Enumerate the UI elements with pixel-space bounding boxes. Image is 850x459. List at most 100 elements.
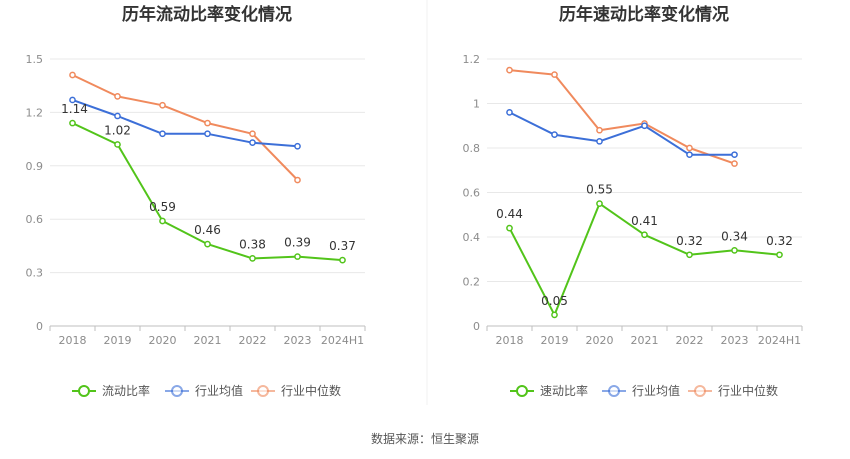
data-label: 0.41	[631, 214, 658, 228]
x-tick-label: 2020	[149, 334, 177, 347]
data-label: 0.32	[766, 234, 793, 248]
x-tick-label: 2019	[104, 334, 132, 347]
data-label: 0.44	[496, 207, 523, 221]
legend-label: 行业中位数	[718, 383, 778, 398]
data-label: 0.46	[194, 223, 221, 237]
data-label: 0.05	[541, 294, 568, 308]
series-point-2	[69, 96, 76, 104]
x-tick-label: 2021	[631, 334, 659, 347]
series-line-2	[509, 111, 735, 156]
series-point-3	[69, 71, 76, 79]
series-point-3	[249, 130, 256, 138]
series-point-2	[596, 137, 603, 145]
series-point-1	[69, 119, 76, 127]
series-point-1	[294, 253, 301, 260]
chart-2: 历年速动比率变化情况 0 0.2 0.4 0.6 0.8 1 1.2 2018 2019 2020 2…	[463, 4, 803, 398]
legend-swatch-marker	[257, 385, 269, 397]
series-point-1	[641, 231, 648, 239]
x-tick-label: 2023	[721, 334, 749, 347]
x-tick-label: 2018	[59, 334, 87, 347]
series-line-2	[72, 98, 298, 148]
series-point-1	[686, 251, 693, 259]
y-tick-label: 0.9	[26, 160, 44, 173]
series-point-1	[776, 251, 783, 259]
x-tick-label: 2021	[194, 334, 222, 347]
data-label: 1.14	[61, 102, 88, 116]
data-label: 1.02	[104, 123, 131, 137]
series-point-3	[506, 66, 513, 74]
series-point-3	[204, 119, 211, 127]
chart-1: 历年流动比率变化情况 0 0.3 0.6 0.9 1.2 1.5 2018 2019 2020 20…	[26, 4, 366, 398]
x-tick-label: 2022	[239, 334, 267, 347]
series-line-3	[509, 69, 735, 165]
y-tick-label: 0.2	[463, 276, 481, 289]
y-tick-label: 0	[36, 320, 43, 333]
series-point-1	[339, 256, 346, 264]
legend-item: 行业均值	[602, 383, 680, 398]
legend-label: 行业均值	[632, 383, 680, 398]
y-tick-label: 1.2	[26, 106, 44, 119]
series-point-3	[114, 93, 121, 100]
legend-label: 行业均值	[195, 383, 243, 398]
series-point-2	[641, 122, 648, 130]
series-point-2	[506, 109, 513, 116]
legend-item: 行业均值	[165, 383, 243, 398]
y-tick-label: 0	[473, 320, 480, 333]
series-point-1	[204, 240, 211, 248]
series-point-1	[159, 217, 166, 225]
x-tick-label: 2022	[676, 334, 704, 347]
legend-item: 速动比率	[510, 383, 588, 398]
data-label: 0.37	[329, 239, 356, 253]
series-line-3	[72, 74, 299, 181]
series-point-1	[114, 141, 121, 148]
series-point-3	[686, 144, 693, 152]
legend-label: 行业中位数	[281, 383, 341, 398]
series-point-1	[596, 200, 603, 207]
data-label: 0.34	[721, 229, 748, 243]
series-point-1	[249, 255, 256, 262]
series-point-1	[731, 247, 738, 254]
legend-label: 速动比率	[540, 383, 588, 398]
legend-item: 行业中位数	[688, 383, 778, 398]
data-label: 0.55	[586, 183, 613, 197]
legend-item: 行业中位数	[251, 383, 341, 398]
x-tick-label: 2019	[541, 334, 569, 347]
y-tick-label: 1.2	[463, 53, 481, 66]
series-point-3	[159, 101, 166, 109]
y-tick-label: 0.3	[26, 267, 44, 280]
series-point-2	[551, 131, 558, 138]
series-point-2	[159, 130, 166, 138]
source-note: 数据来源：恒生聚源	[371, 431, 479, 446]
y-tick-label: 0.4	[463, 231, 481, 244]
x-tick-label: 2024H1	[321, 334, 364, 347]
series-point-2	[114, 112, 121, 120]
data-label: 0.32	[676, 234, 703, 248]
legend-item: 流动比率	[72, 383, 150, 398]
series-point-3	[551, 71, 558, 78]
series-point-3	[731, 160, 738, 167]
series-point-3	[294, 176, 301, 184]
data-label: 0.39	[284, 236, 311, 250]
legend-swatch-marker	[608, 385, 620, 397]
y-tick-label: 0.8	[463, 142, 481, 155]
data-label: 0.59	[149, 200, 176, 214]
legend-swatch-marker	[78, 385, 90, 397]
series-point-2	[204, 130, 211, 138]
x-tick-label: 2018	[496, 334, 524, 347]
y-tick-label: 1.5	[26, 53, 44, 66]
x-tick-label: 2023	[284, 334, 312, 347]
y-tick-label: 0.6	[26, 213, 44, 226]
x-tick-label: 2024H1	[758, 334, 801, 347]
legend-swatch-marker	[171, 385, 183, 397]
legend-label: 流动比率	[102, 383, 150, 398]
series-point-1	[551, 311, 558, 319]
series-point-2	[686, 151, 693, 159]
series-point-1	[506, 224, 513, 232]
legend-swatch-marker	[516, 385, 528, 397]
legend-swatch-marker	[694, 385, 706, 397]
chart-title: 历年流动比率变化情况	[122, 4, 292, 25]
series-point-2	[249, 139, 256, 147]
series-point-2	[731, 151, 738, 159]
